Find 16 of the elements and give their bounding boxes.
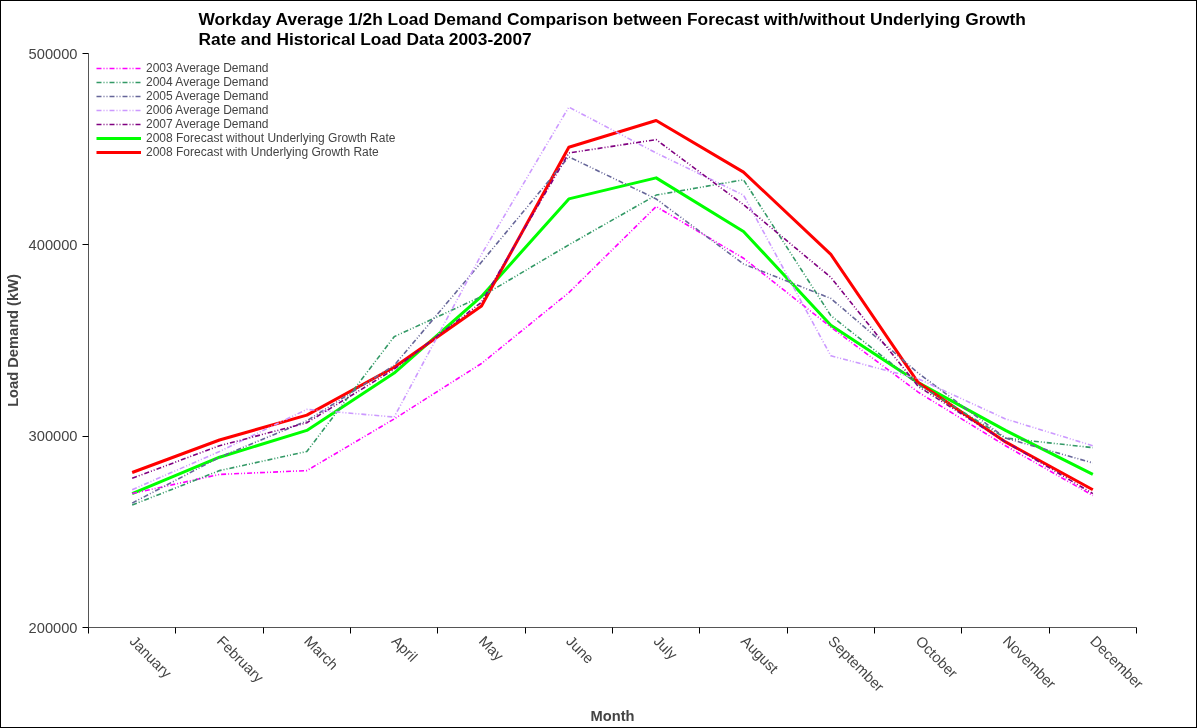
x-tick-label: April: [388, 632, 421, 665]
legend-label: 2008 Forecast without Underlying Growth Rate: [146, 131, 396, 145]
legend-label: 2005 Average Demand: [146, 89, 269, 103]
x-tick-label: July: [650, 632, 681, 664]
chart-title: Workday Average 1/2h Load Demand Comparison between Forecast with/without Underlying Growth Rate and Historical Load Data 2003-2007: [198, 8, 1026, 49]
legend-label: 2006 Average Demand: [146, 103, 269, 117]
y-tick-label: 300000: [28, 428, 78, 445]
legend-label: 2007 Average Demand: [146, 117, 269, 131]
y-tick-label: 400000: [28, 236, 78, 253]
legend-label: 2004 Average Demand: [146, 75, 269, 89]
y-tick-label: 500000: [28, 45, 78, 62]
y-axis-title: Load Demand (kW): [4, 274, 21, 407]
y-tick-label: 200000: [28, 619, 78, 636]
legend-label: 2003 Average Demand: [146, 61, 269, 75]
x-axis-title: Month: [590, 708, 635, 725]
legend-label: 2008 Forecast with Underlying Growth Rate: [146, 145, 379, 159]
